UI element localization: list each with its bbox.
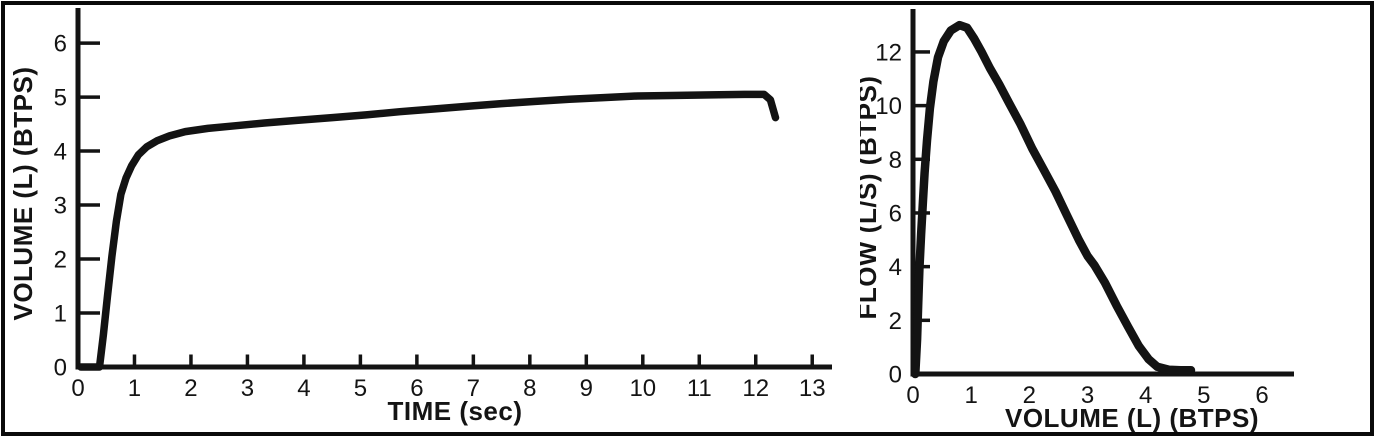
x-tick-label: 1 [964,382,977,409]
flow-volume-curve [911,20,1196,379]
x-tick-label: 10 [629,375,656,402]
x-tick-label: 2 [1023,382,1036,409]
y-tick-label: 4 [889,254,902,281]
x-tick-label: 5 [1197,382,1210,409]
x-tick-label: 3 [241,375,254,402]
y-tick-label: 4 [54,139,67,166]
x-tick-label: 6 [410,375,423,402]
y-tick-label: 6 [889,200,902,227]
y-tick-label: 1 [54,301,67,328]
y-tick-label: 2 [54,247,67,274]
x-tick-label: 6 [1255,382,1268,409]
x-tick-label: 0 [71,375,84,402]
x-tick-label: 8 [523,375,536,402]
y-tick-label: 8 [889,147,902,174]
x-axis-title: VOLUME (L) (BTPS) [1005,403,1259,433]
x-tick-label: 1 [128,375,141,402]
x-tick-label: 12 [742,375,769,402]
y-tick-label: 5 [54,85,67,112]
x-tick-label: 9 [580,375,593,402]
y-tick-label: 6 [54,31,67,58]
x-tick-label: 0 [906,382,919,409]
y-tick-label: 12 [875,39,902,66]
x-axis-title: TIME (sec) [387,396,522,426]
y-axis-title: FLOW (L/S) (BTPS) [860,76,882,320]
x-tick-label: 7 [467,375,480,402]
y-tick-label: 10 [875,93,902,120]
x-tick-label: 4 [1139,382,1152,409]
y-tick-label: 0 [54,355,67,382]
y-tick-label: 0 [889,362,902,389]
x-tick-label: 2 [184,375,197,402]
y-axis-title: VOLUME (L) (BTPS) [8,66,38,320]
x-tick-label: 11 [687,375,712,402]
x-tick-label: 3 [1081,382,1094,409]
x-tick-label: 4 [297,375,310,402]
y-tick-label: 2 [889,308,902,335]
y-tick-label: 3 [54,193,67,220]
x-tick-label: 13 [799,375,826,402]
x-tick-label: 5 [354,375,367,402]
volume-time-curve [77,90,780,371]
